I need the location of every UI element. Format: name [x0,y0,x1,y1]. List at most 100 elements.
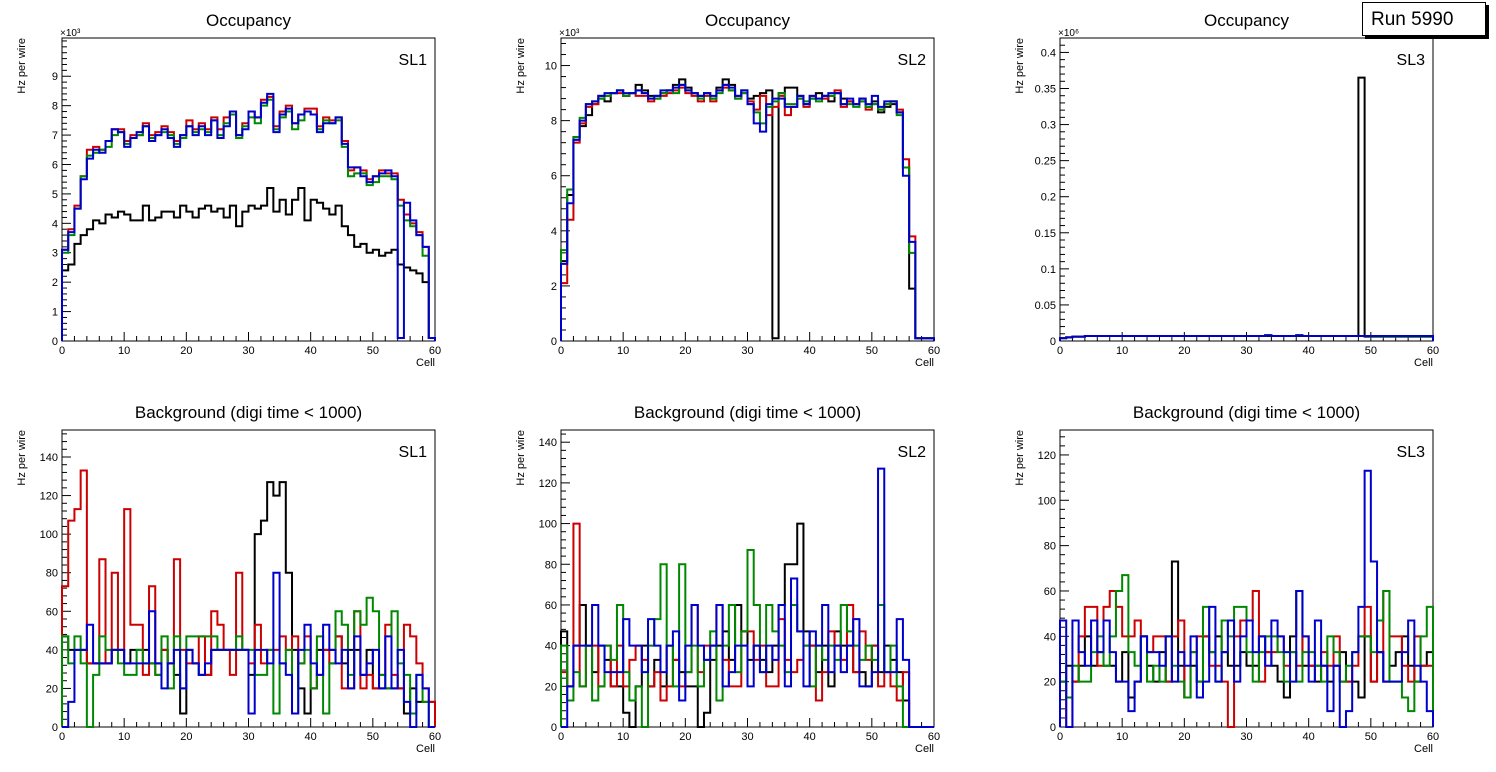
y-tick-label: 6 [551,171,557,183]
chart-panel-6: Background (digi time < 1000) SL3 0 10 20 30 4… [1014,403,1439,755]
histogram-series-blue [61,92,436,341]
y-tick-label: 5 [52,189,58,201]
y-tick-label: 20 [545,681,557,693]
x-tick-label: 40 [804,731,816,743]
y-tick-label: 4 [52,218,58,230]
y-tick-label: 40 [46,645,58,657]
y-exponent-label: ×10³ [559,28,580,39]
x-axis-label: Cell [915,743,934,755]
y-tick-label: 0.4 [1041,47,1056,59]
x-tick-label: 30 [1240,731,1252,743]
x-tick-label: 0 [1057,731,1063,743]
histogram-series-black [560,78,935,341]
x-tick-label: 0 [558,731,564,743]
x-tick-label: 50 [866,345,878,357]
y-tick-label: 0 [551,336,557,348]
x-tick-label: 60 [1427,345,1439,357]
y-tick-label: 0.05 [1035,300,1056,312]
plot-frame [560,37,935,342]
x-tick-label: 60 [928,731,940,743]
y-tick-label: 80 [46,568,58,580]
y-tick-label: 7 [52,130,58,142]
chart-panel-5: Background (digi time < 1000) SL2 0 10 20 30 4… [515,403,940,755]
run-number-box: Run 5990 [1362,2,1486,36]
chart-title: Background (digi time < 1000) [135,403,362,422]
y-tick-label: 40 [545,641,557,653]
x-tick-label: 60 [429,345,441,357]
y-tick-label: 60 [545,600,557,612]
x-tick-label: 10 [118,345,130,357]
histogram-series-green [61,98,436,341]
x-tick-label: 20 [1178,731,1190,743]
y-tick-label: 80 [1044,541,1056,553]
x-tick-label: 40 [305,345,317,357]
x-tick-label: 50 [367,345,379,357]
y-tick-label: 8 [551,116,557,128]
y-tick-label: 0.25 [1035,156,1056,168]
y-tick-label: 120 [539,478,557,490]
y-tick-label: 120 [1038,450,1056,462]
histogram-series-blue [561,467,934,728]
x-tick-label: 60 [928,345,940,357]
panel-label: SL2 [898,444,927,461]
x-tick-label: 50 [1365,731,1377,743]
panel-label: SL2 [898,52,927,69]
x-tick-label: 10 [617,731,629,743]
y-tick-label: 8 [52,101,58,113]
y-tick-label: 0 [1050,336,1056,348]
x-tick-label: 60 [429,731,441,743]
y-tick-label: 60 [46,606,58,618]
x-tick-label: 50 [866,731,878,743]
x-tick-label: 40 [1303,345,1315,357]
chart-panel-4: Background (digi time < 1000) SL1 0 10 20 30 4… [16,403,441,755]
x-tick-label: 10 [118,731,130,743]
x-tick-label: 0 [59,345,65,357]
x-tick-label: 60 [1427,731,1439,743]
y-tick-label: 140 [539,437,557,449]
histogram-series-green [61,596,435,728]
y-tick-label: 0 [52,336,58,348]
y-tick-label: 0.15 [1035,228,1056,240]
y-tick-label: 4 [551,226,557,238]
y-tick-label: 0.3 [1041,120,1056,132]
y-tick-label: 0 [52,722,58,734]
y-exponent-label: ×10⁶ [1058,28,1079,39]
histogram-series-blue [1059,334,1434,341]
y-axis-label: Hz per wire [16,430,28,486]
x-tick-label: 30 [1240,345,1252,357]
histogram-series-black [61,187,436,341]
x-tick-label: 0 [558,345,564,357]
x-axis-label: Cell [416,743,435,755]
y-tick-label: 20 [46,683,58,695]
y-tick-label: 2 [551,281,557,293]
chart-title: Occupancy [705,11,791,30]
histogram-series-blue [1059,469,1434,728]
y-axis-label: Hz per wire [515,430,527,486]
x-tick-label: 10 [1116,345,1128,357]
chart-title: Occupancy [1204,11,1290,30]
y-tick-label: 0 [551,722,557,734]
histogram-series-black [61,481,436,727]
y-tick-label: 40 [1044,631,1056,643]
panel-label: SL1 [399,444,428,461]
x-tick-label: 20 [679,731,691,743]
panel-label: SL3 [1397,52,1426,69]
x-tick-label: 0 [1057,345,1063,357]
y-exponent-label: ×10³ [60,28,81,39]
x-tick-label: 20 [180,345,192,357]
x-tick-label: 10 [1116,731,1128,743]
histogram-series-black [1059,76,1434,341]
chart-title: Occupancy [206,11,292,30]
x-tick-label: 50 [367,731,379,743]
histogram-series-black [560,522,934,728]
y-tick-label: 0.35 [1035,84,1056,96]
x-tick-label: 20 [1178,345,1190,357]
x-axis-label: Cell [1414,357,1433,369]
x-axis-label: Cell [915,357,934,369]
x-tick-label: 10 [617,345,629,357]
x-tick-label: 20 [180,731,192,743]
x-tick-label: 30 [242,345,254,357]
panel-label: SL3 [1397,444,1426,461]
